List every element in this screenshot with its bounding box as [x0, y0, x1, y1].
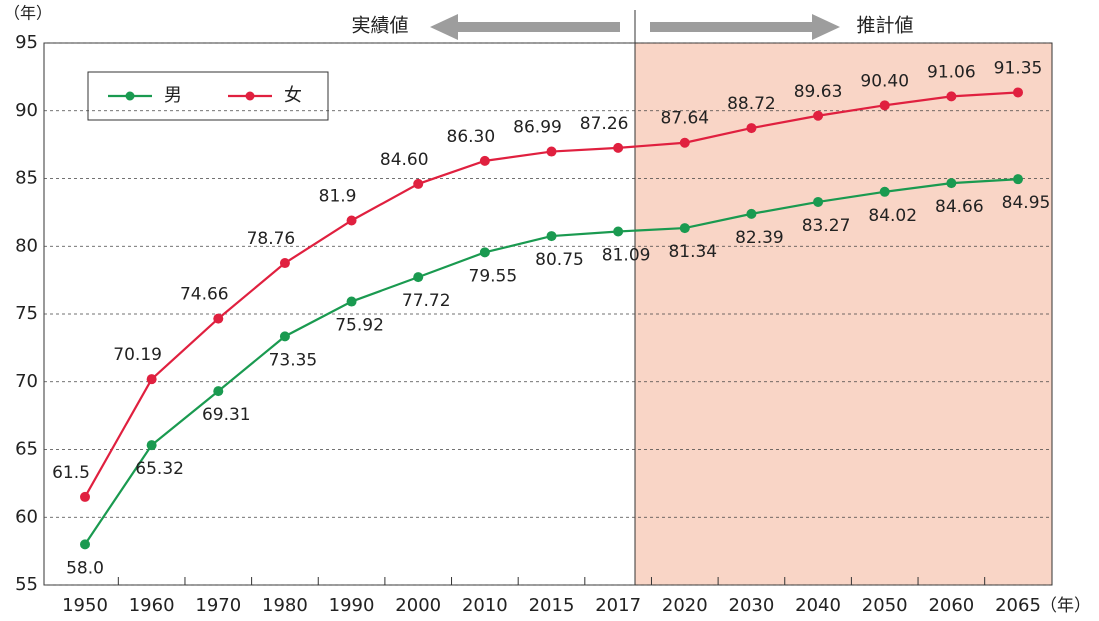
data-label: 87.26: [580, 114, 629, 134]
point: [80, 539, 90, 550]
data-label: 75.92: [335, 316, 384, 336]
point: [546, 146, 557, 157]
data-label: 89.63: [794, 82, 843, 102]
point: [613, 226, 624, 237]
point: [613, 142, 624, 153]
point: [279, 331, 290, 342]
x-tick-label: 2020: [662, 595, 708, 616]
point: [1013, 174, 1023, 185]
point: [413, 178, 424, 189]
data-label: 84.95: [1002, 193, 1051, 213]
data-label: 87.64: [660, 109, 709, 129]
y-tick-label: 60: [15, 506, 38, 527]
point: [279, 258, 290, 269]
point: [879, 100, 890, 111]
data-label: 81.09: [602, 245, 651, 265]
projection-label: 推計値: [856, 15, 913, 37]
point: [346, 215, 357, 226]
point: [746, 208, 757, 219]
point: [80, 491, 90, 502]
data-label: 58.0: [66, 558, 104, 578]
x-tick-label: 2000: [395, 595, 441, 616]
point: [679, 137, 690, 148]
data-label: 91.35: [994, 58, 1043, 78]
data-label: 84.02: [868, 206, 917, 226]
data-label: 61.5: [52, 463, 90, 483]
y-tick-label: 65: [15, 439, 38, 460]
point: [946, 178, 957, 189]
x-tick-label: 2030: [729, 595, 775, 616]
point: [1013, 87, 1023, 98]
point: [213, 313, 224, 324]
y-tick-label: 70: [15, 371, 38, 392]
legend-label: 男: [164, 85, 182, 106]
x-tick-label: 1990: [329, 595, 375, 616]
point: [946, 91, 957, 102]
data-label: 90.40: [860, 71, 909, 91]
y-tick-label: 75: [15, 303, 38, 324]
arrow-right: [650, 14, 840, 40]
y-tick-label: 85: [15, 168, 38, 189]
actual-label: 実績値: [351, 15, 408, 37]
data-label: 88.72: [727, 94, 776, 114]
x-tick-label: 1950: [62, 595, 108, 616]
x-tick-label: 1970: [195, 595, 241, 616]
point: [346, 296, 357, 307]
y-tick-label: 55: [15, 574, 38, 595]
data-label: 79.55: [469, 266, 518, 286]
y-tick-label: 90: [15, 100, 38, 121]
arrow-left: [430, 14, 620, 40]
point: [146, 374, 157, 385]
legend-marker: [245, 91, 255, 101]
point: [479, 247, 490, 258]
data-label: 86.30: [447, 127, 496, 147]
data-label: 91.06: [927, 62, 976, 82]
data-label: 84.60: [380, 150, 429, 170]
data-label: 74.66: [180, 285, 229, 305]
x-tick-label: 2040: [795, 595, 841, 616]
data-label: 80.75: [535, 250, 584, 270]
data-label: 78.76: [247, 229, 296, 249]
data-label: 70.19: [113, 345, 162, 365]
y-tick-label: 80: [15, 235, 38, 256]
x-tick-label: 1980: [262, 595, 308, 616]
y-tick-label: 95: [15, 32, 38, 53]
x-tick-label: 2050: [862, 595, 908, 616]
data-label: 82.39: [735, 228, 784, 248]
point: [679, 223, 690, 234]
data-label: 86.99: [513, 118, 562, 138]
data-label: 73.35: [269, 350, 318, 370]
point: [413, 272, 424, 283]
y-unit: （年）: [4, 4, 52, 23]
legend-marker: [125, 91, 135, 101]
data-label: 65.32: [135, 459, 184, 479]
data-label: 81.9: [319, 187, 357, 207]
point: [479, 155, 490, 166]
point: [879, 186, 890, 197]
legend-label: 女: [284, 85, 302, 106]
x-tick-label: 1960: [129, 595, 175, 616]
x-tick-label: 2015: [529, 595, 575, 616]
point: [813, 196, 824, 207]
data-label: 83.27: [802, 216, 851, 236]
point: [213, 386, 224, 397]
x-unit: （年）: [1040, 596, 1091, 616]
data-label: 69.31: [202, 405, 251, 425]
data-label: 84.66: [935, 197, 984, 217]
data-label: 81.34: [668, 242, 717, 262]
x-tick-label: 2017: [595, 595, 641, 616]
data-label: 77.72: [402, 291, 451, 311]
point: [813, 110, 824, 121]
point: [546, 231, 557, 242]
point: [146, 440, 157, 451]
point: [746, 123, 757, 134]
x-tick-label: 2060: [928, 595, 974, 616]
x-tick-label: 2010: [462, 595, 508, 616]
x-tick-label: 2065: [995, 595, 1041, 616]
